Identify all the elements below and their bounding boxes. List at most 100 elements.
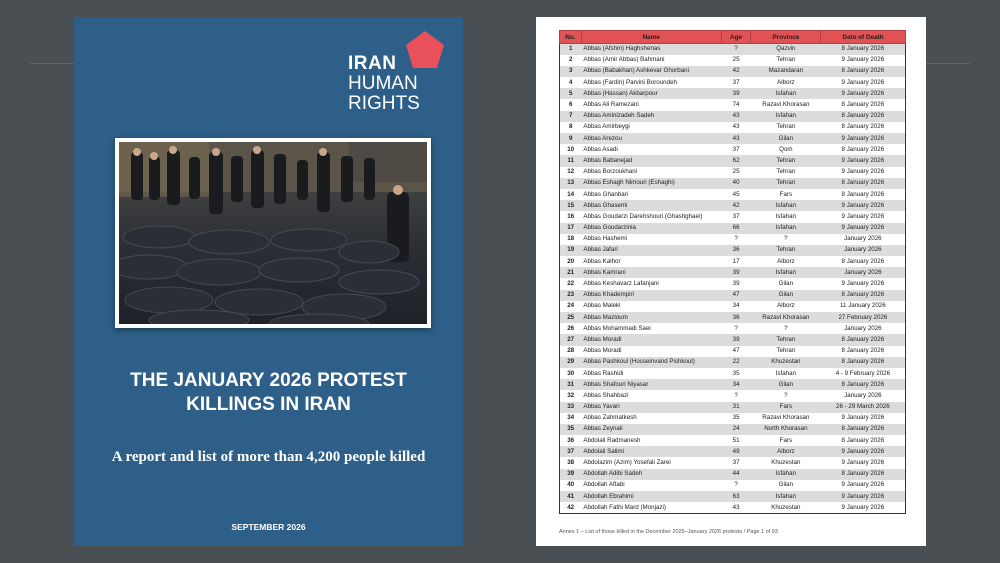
table-row: 23 Abbas Khadempiri 47 Gilan 8 January 2026 — [559, 289, 906, 301]
cell-province: Gilan — [750, 379, 821, 391]
cell-name: Abdolali Radmanesh — [581, 435, 722, 447]
cell-province: Alborz — [750, 256, 821, 268]
cell-date: 8 January 2026 — [820, 99, 906, 111]
cell-age: 47 — [721, 345, 751, 357]
pentagon-logo-icon — [406, 31, 444, 68]
cell-province: North Khorasan — [750, 423, 821, 436]
cell-no: 4 — [559, 77, 582, 89]
cell-no: 32 — [559, 390, 582, 402]
cell-province: Alborz — [750, 300, 821, 312]
table-row: 13 Abbas Eshagh Nimouri (Eshaghi) 40 Tehran… — [559, 177, 906, 189]
cell-no: 30 — [559, 367, 582, 380]
table-row: 4 Abbas (Fardin) Parvini Boroundeh 37 Albor… — [559, 77, 906, 89]
cover-title: THE JANUARY 2026 PROTEST KILLINGS IN IRA… — [74, 369, 463, 417]
cell-name: Abbas Arezou — [581, 133, 722, 145]
report-cover: IRAN HUMAN RIGHTS — [74, 17, 463, 546]
table-row: 33 Abbas Yavari 31 Fars 26 - 29 March 2026 — [559, 401, 906, 413]
cell-age: 51 — [721, 435, 751, 447]
logo-text: IRAN HUMAN RIGHTS — [348, 54, 420, 114]
cell-no: 19 — [559, 244, 582, 257]
cell-age: 37 — [721, 457, 751, 469]
cell-date: 8 January 2026 — [820, 110, 906, 122]
table-row: 31 Abbas Shafouri Niyasar 34 Gilan 8 January… — [559, 379, 906, 391]
cell-no: 29 — [559, 356, 582, 368]
cell-province: Isfahan — [750, 222, 821, 234]
cell-no: 18 — [559, 233, 582, 245]
cell-name: Abbas Kamrani — [581, 267, 722, 279]
cell-date: 9 January 2026 — [820, 77, 906, 89]
cell-no: 24 — [559, 300, 582, 312]
cell-age: 39 — [721, 334, 751, 346]
page-footer: Annex 1 – List of those killed in the De… — [559, 529, 778, 535]
table-row: 26 Abbas Mohammadi Saei?? January 2026 — [559, 323, 906, 335]
cell-name: Abbas Maleki — [581, 300, 722, 312]
cell-name: Abbas Zeynali — [581, 423, 722, 436]
cell-no: 17 — [559, 222, 582, 234]
cover-photo-image — [119, 142, 427, 324]
cell-name: Abdollah Fathi Mard (Monjazi) — [581, 502, 722, 514]
table-row: 12 Abbas Borzoukhani 25 Tehran 9 January 202… — [559, 166, 906, 178]
cell-age: 17 — [721, 256, 751, 268]
cell-age: 47 — [721, 289, 751, 301]
table-row: 29 Abbas Pashkoul (Hosseinvand Pishkoul) 2… — [559, 356, 906, 368]
cell-no: 31 — [559, 379, 582, 391]
cell-age: 66 — [721, 222, 751, 234]
cell-province: Razavi Khorasan — [750, 412, 821, 424]
cell-date: 4 - 9 February 2026 — [820, 367, 906, 380]
table-row: 22 Abbas Keshavarz Lafanjani 39 Gilan 9 Janu… — [559, 278, 906, 290]
document-page: IRAN HUMAN RIGHTS No. Name Age Province … — [536, 17, 926, 546]
cell-age: 37 — [721, 211, 751, 223]
table-body: 1 Abbas (Afshin) Haghshenas? Qazvin 8 Janua… — [559, 43, 906, 514]
cell-date: 8 January 2026 — [820, 121, 906, 133]
cell-no: 38 — [559, 457, 582, 469]
cell-no: 20 — [559, 256, 582, 268]
cell-date: 9 January 2026 — [820, 54, 906, 66]
cell-date: 9 January 2026 — [820, 133, 906, 145]
cell-province: Isfahan — [750, 211, 821, 223]
cell-date: 9 January 2026 — [820, 502, 906, 514]
table-row: 16 Abbas Goudarzi Darehshouri (Ghashghaei… — [559, 211, 906, 223]
cell-date: 11 January 2026 — [820, 300, 906, 312]
cell-date: 9 January 2026 — [820, 155, 906, 167]
cell-province: Isfahan — [750, 88, 821, 100]
cell-no: 23 — [559, 289, 582, 301]
cell-age: 25 — [721, 166, 751, 178]
cell-name: Abbas Borzoukhani — [581, 166, 722, 178]
cell-age: 42 — [721, 200, 751, 212]
cell-province: Gilan — [750, 133, 821, 145]
cell-no: 21 — [559, 267, 582, 279]
cell-province: Tehran — [750, 334, 821, 346]
cell-no: 1 — [559, 43, 582, 55]
cell-province: Khuzestan — [750, 502, 821, 514]
cell-no: 11 — [559, 155, 582, 167]
cell-date: 8 January 2026 — [820, 379, 906, 391]
cell-date: 8 January 2026 — [820, 423, 906, 436]
cell-province: Khuzestan — [750, 457, 821, 469]
cell-province: Isfahan — [750, 491, 821, 503]
cell-province: Razavi Khorasan — [750, 312, 821, 324]
cell-age: 43 — [721, 110, 751, 122]
cell-no: 6 — [559, 99, 582, 111]
table-row: 21 Abbas Kamrani 39 Isfahan January 2026 — [559, 267, 906, 279]
cell-name: Abbas Mazloum — [581, 312, 722, 324]
cell-province: Qazvin — [750, 43, 821, 55]
cell-province: ? — [750, 323, 821, 335]
cell-province: Khuzestan — [750, 356, 821, 368]
cover-title-line1: THE JANUARY 2026 PROTEST — [130, 370, 407, 391]
header-date: Date of Death — [820, 30, 906, 44]
cell-age: ? — [721, 43, 751, 55]
cell-no: 37 — [559, 446, 582, 458]
table-row: 40 Abdollah Aftabi? Gilan 9 January 2026 — [559, 479, 906, 491]
cell-age: ? — [721, 233, 751, 245]
cell-name: Abdolazim (Azim) Yosefali Zarei — [581, 457, 722, 469]
cell-name: Abdolali Salimi — [581, 446, 722, 458]
cell-province: Isfahan — [750, 200, 821, 212]
cell-date: January 2026 — [820, 244, 906, 257]
table-row: 37 Abdolali Salimi 49 Alborz 9 January 2026 — [559, 446, 906, 458]
cell-name: Abbas Ghasemi — [581, 200, 722, 212]
cell-age: 35 — [721, 412, 751, 424]
cover-subtitle: A report and list of more than 4,200 peo… — [111, 449, 426, 465]
table-header-row: No. Name Age Province Date of Death — [559, 30, 906, 44]
cell-age: 35 — [721, 367, 751, 380]
cell-no: 26 — [559, 323, 582, 335]
